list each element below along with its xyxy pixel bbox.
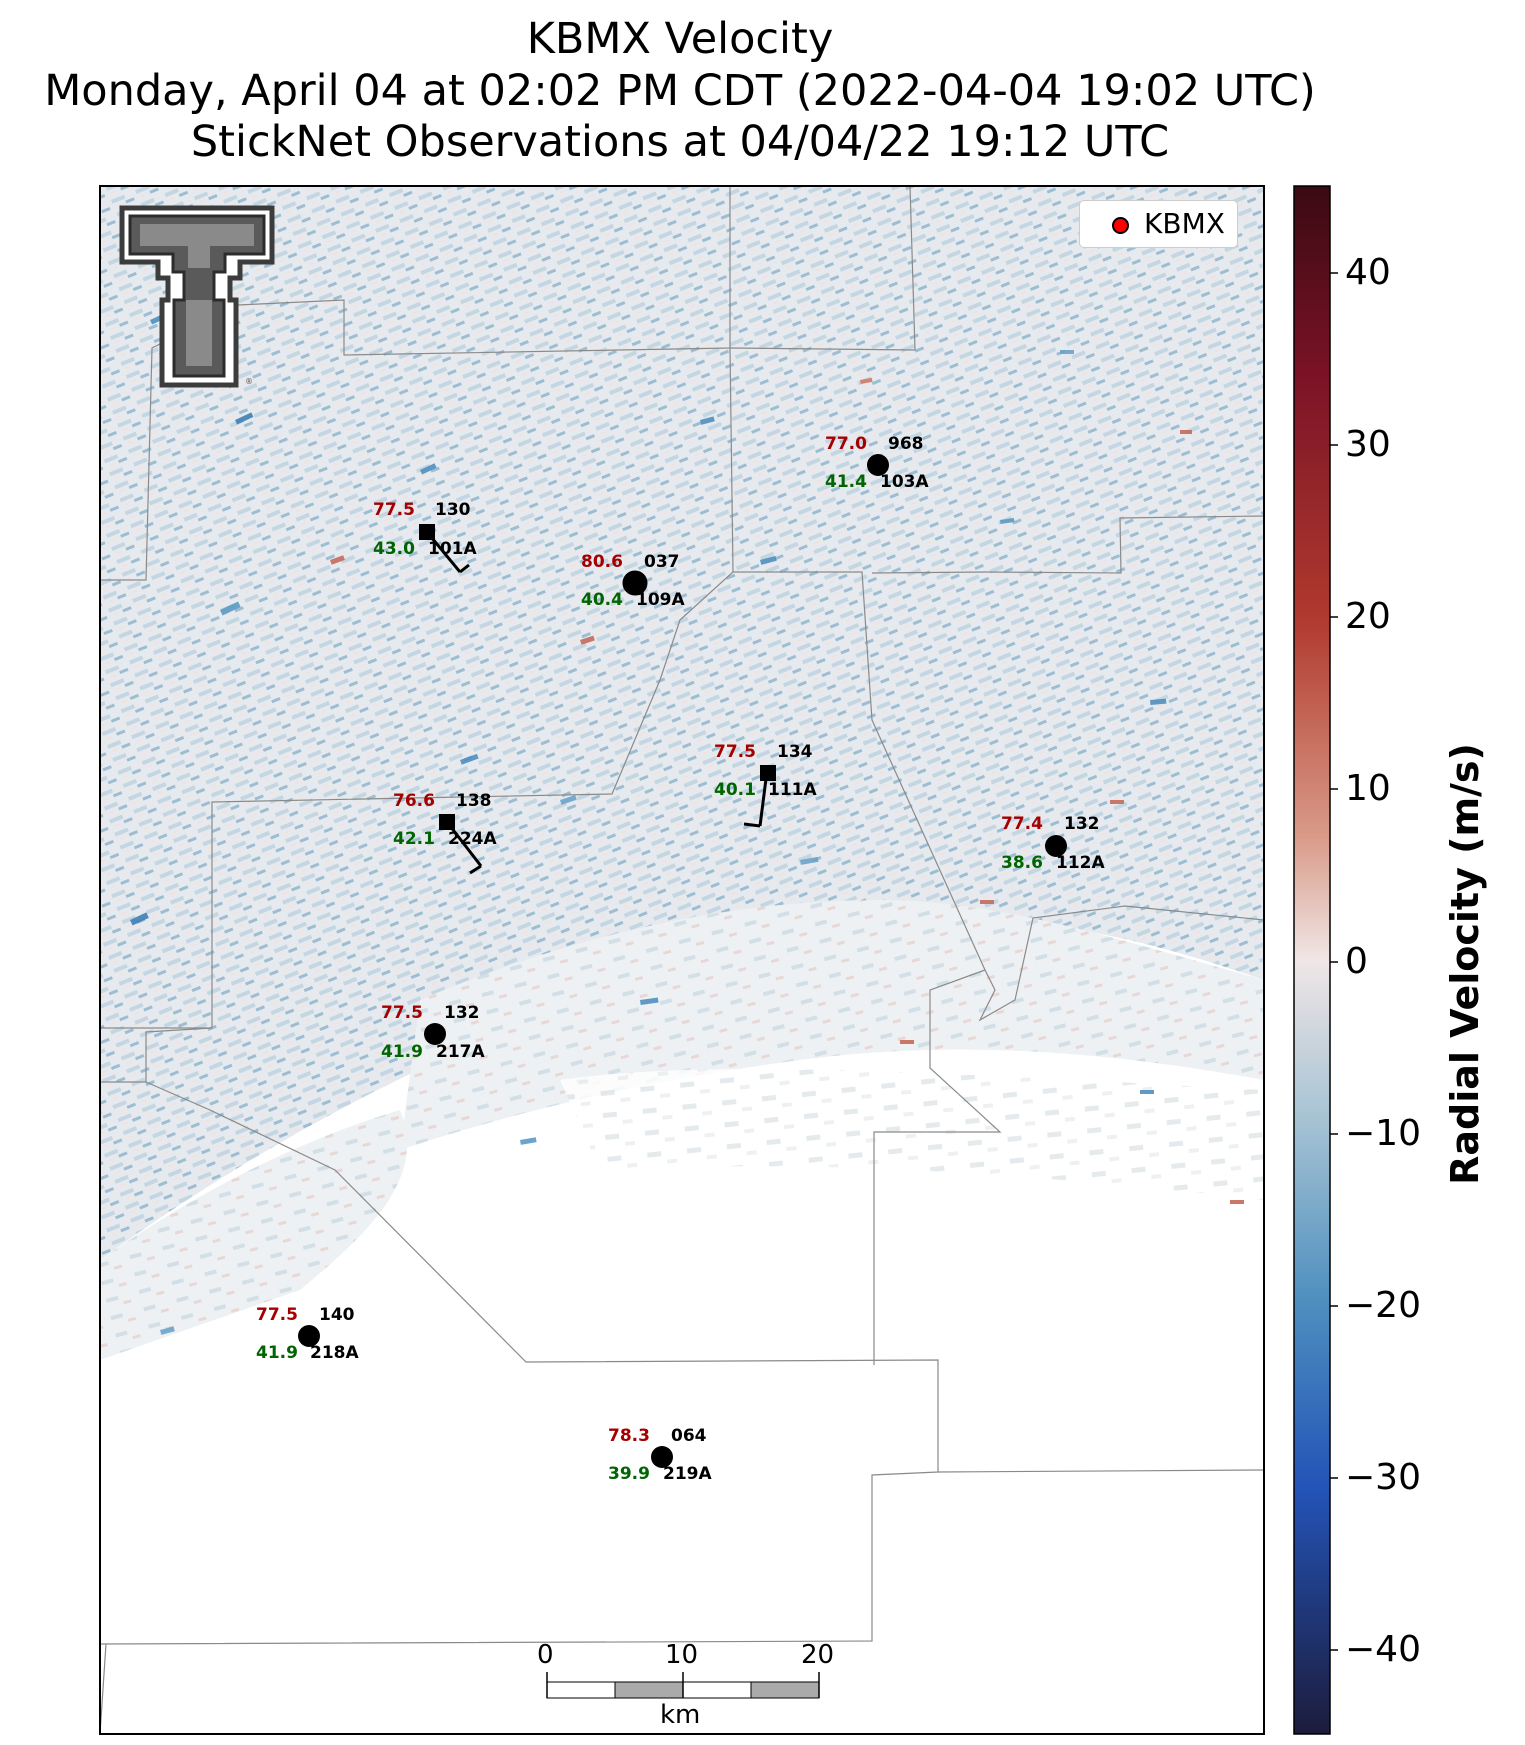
scalebar-tick-0: 0: [537, 1640, 554, 1670]
station-217A-temp: 77.5: [381, 1003, 423, 1023]
station-218A-marker: [298, 1325, 320, 1347]
colorbar-tick-40: 40: [1345, 252, 1391, 293]
scalebar-tick-10: 10: [665, 1640, 699, 1670]
map-subtitle-time: Monday, April 04 at 02:02 PM CDT (2022-0…: [44, 66, 1316, 116]
station-111A-id: 111A: [768, 780, 817, 800]
texas-tech-logo-icon: ®: [119, 205, 275, 388]
station-111A-marker: [760, 765, 776, 781]
station-101A-id: 101A: [428, 539, 477, 559]
station-219A-pressure: 064: [671, 1426, 707, 1446]
colorbar-tick-neg30: −30: [1345, 1457, 1421, 1498]
station-111A-pressure: 134: [777, 742, 813, 762]
colorbar-tick-neg10: −10: [1345, 1113, 1421, 1154]
station-markers: [298, 454, 1067, 1468]
colorbar: [1293, 185, 1331, 1735]
station-224A-dewpoint: 42.1: [393, 829, 435, 849]
station-112A-pressure: 132: [1064, 814, 1100, 834]
legend-label: KBMX: [1144, 207, 1225, 240]
station-103A-dewpoint: 41.4: [825, 472, 867, 492]
station-109A-marker: [622, 570, 648, 596]
station-219A-dewpoint: 39.9: [608, 1464, 650, 1484]
colorbar-tick-10: 10: [1345, 768, 1391, 809]
radar-site-dot-icon: [1112, 217, 1129, 234]
colorbar-tick-30: 30: [1345, 424, 1391, 465]
station-218A-id: 218A: [310, 1343, 359, 1363]
station-103A-marker: [867, 454, 889, 476]
station-101A-marker: [419, 524, 435, 540]
station-218A-pressure: 140: [319, 1305, 355, 1325]
station-103A-pressure: 968: [888, 434, 924, 454]
station-101A-pressure: 130: [435, 500, 471, 520]
station-112A-dewpoint: 38.6: [1001, 853, 1043, 873]
colorbar-tick-neg40: −40: [1345, 1629, 1421, 1670]
colorbar-ticks: [1330, 272, 1338, 1651]
radar-velocity-field: [100, 186, 1264, 1360]
station-101A-temp: 77.5: [373, 500, 415, 520]
station-224A-temp: 76.6: [393, 791, 435, 811]
scale-bar: [546, 1672, 820, 1699]
colorbar-tick-20: 20: [1345, 596, 1391, 637]
station-103A-temp: 77.0: [825, 434, 867, 454]
station-218A-temp: 77.5: [256, 1305, 298, 1325]
scalebar-tick-20: 20: [801, 1640, 835, 1670]
station-224A-id: 224A: [448, 829, 497, 849]
station-219A-temp: 78.3: [608, 1426, 650, 1446]
station-217A-pressure: 132: [444, 1003, 480, 1023]
station-217A-id: 217A: [436, 1042, 485, 1062]
station-112A-id: 112A: [1056, 853, 1105, 873]
station-112A-marker: [1045, 835, 1067, 857]
station-112A-temp: 77.4: [1001, 814, 1043, 834]
county-boundaries: [99, 185, 1265, 1735]
station-218A-dewpoint: 41.9: [256, 1343, 298, 1363]
legend: KBMX: [1079, 200, 1238, 248]
station-219A-id: 219A: [663, 1464, 712, 1484]
station-111A-dewpoint: 40.1: [714, 780, 756, 800]
scalebar-unit: km: [660, 1700, 701, 1730]
map-title: KBMX Velocity: [526, 14, 834, 64]
station-219A-marker: [651, 1446, 673, 1468]
station-217A-marker: [424, 1023, 446, 1045]
station-109A-pressure: 037: [644, 552, 680, 572]
colorbar-tick-neg20: −20: [1345, 1285, 1421, 1326]
svg-text:®: ®: [245, 377, 253, 386]
station-224A-pressure: 138: [456, 791, 492, 811]
map-subtitle-obs: StickNet Observations at 04/04/22 19:12 …: [190, 117, 1170, 167]
station-109A-dewpoint: 40.4: [581, 590, 623, 610]
colorbar-tick-0: 0: [1345, 941, 1368, 982]
station-111A-temp: 77.5: [714, 742, 756, 762]
station-109A-temp: 80.6: [581, 552, 623, 572]
station-101A-dewpoint: 43.0: [373, 539, 415, 559]
station-217A-dewpoint: 41.9: [381, 1042, 423, 1062]
colorbar-label: Radial Velocity (m/s): [1443, 743, 1487, 1185]
map-frame: [99, 185, 1265, 1735]
station-103A-id: 103A: [880, 472, 929, 492]
station-109A-id: 109A: [636, 590, 685, 610]
station-224A-marker: [439, 814, 455, 830]
